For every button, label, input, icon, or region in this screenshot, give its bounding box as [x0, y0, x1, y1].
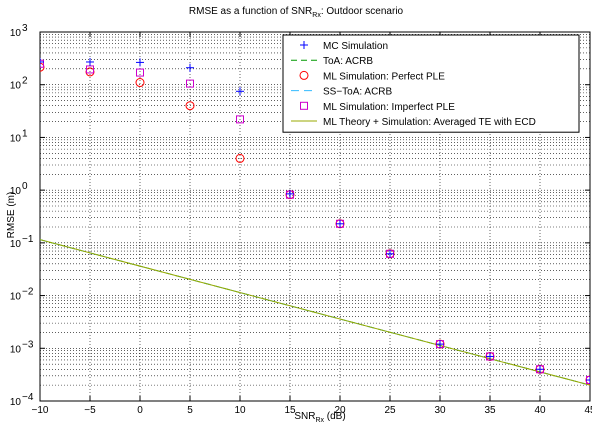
legend-label: MC Simulation [323, 41, 388, 52]
plus-marker [586, 376, 590, 385]
series-5 [40, 239, 590, 386]
y-tick-label: 10 [10, 81, 22, 92]
y-tick-exponent: −1 [22, 234, 34, 245]
y-tick-exponent: −3 [22, 339, 34, 350]
y-tick-exponent: −4 [22, 392, 34, 403]
legend-entry: ML Simulation: Perfect PLE [299, 70, 445, 82]
y-tick-label: 10 [10, 397, 22, 408]
legend-entry: ML Theory + Simulation: Averaged TE with… [291, 117, 536, 128]
legend-label: ML Simulation: Imperfect PLE [323, 102, 455, 113]
legend-entry: SS−ToA: ACRB [291, 87, 393, 98]
legend-label: ML Theory + Simulation: Averaged TE with… [323, 117, 536, 128]
y-tick-label: 10 [10, 239, 22, 250]
y-tick-exponent: 3 [22, 23, 28, 34]
legend-entry: ML Simulation: Imperfect PLE [300, 101, 455, 113]
plus-marker [40, 57, 44, 66]
x-tick-label: 5 [187, 405, 193, 416]
x-tick-label: 10 [234, 405, 246, 416]
circle-marker [235, 153, 245, 163]
y-tick-label: 10 [10, 344, 22, 355]
series-0 [40, 57, 590, 385]
x-tick-label: 45 [584, 405, 592, 416]
plus-marker [236, 87, 244, 96]
legend-label: ToA: ACRB [323, 56, 373, 67]
plus-marker [336, 219, 344, 228]
square-marker [40, 59, 44, 68]
axes-frame [39, 31, 591, 402]
x-tick-label: −5 [84, 405, 96, 416]
y-tick-label: 10 [10, 28, 22, 39]
y-tick-exponent: −2 [22, 287, 34, 298]
plus-marker [286, 189, 294, 198]
x-tick-label: −10 [32, 405, 49, 416]
plus-marker [486, 352, 494, 361]
x-axis: −10 −5 0 5 10 15 20 25 30 35 40 45 [32, 32, 592, 416]
x-tick-label: 0 [137, 405, 143, 416]
square-marker [186, 79, 194, 88]
circle-marker [135, 78, 145, 88]
series-layer [40, 57, 590, 386]
circle-marker [185, 101, 195, 111]
legend: MC Simulation ToA: ACRB ML Simulation: Per… [282, 34, 580, 133]
plus-marker [386, 249, 394, 258]
x-axis-title: SNRRx (dB) [294, 411, 345, 424]
square-marker [236, 115, 244, 124]
legend-entry: MC Simulation [300, 41, 388, 52]
y-tick-exponent: 0 [22, 181, 28, 192]
plus-marker [136, 58, 144, 67]
legend-entry: ToA: ACRB [291, 56, 373, 67]
plus-marker [300, 41, 308, 49]
y-tick-label: 10 [10, 186, 22, 197]
y-tick-exponent: 2 [22, 76, 28, 87]
legend-label: ML Simulation: Perfect PLE [323, 71, 445, 82]
y-tick-exponent: 1 [22, 128, 28, 139]
plus-marker [536, 365, 544, 374]
x-tick-label: 25 [384, 405, 396, 416]
plus-marker [86, 57, 94, 66]
x-tick-label: 30 [434, 405, 446, 416]
x-tick-label: 40 [534, 405, 546, 416]
x-tick-label: 35 [484, 405, 496, 416]
circle-marker [299, 70, 309, 80]
x-tick-label: 15 [284, 405, 296, 416]
legend-label: SS−ToA: ACRB [323, 87, 393, 98]
series-line [40, 239, 590, 386]
plus-marker [436, 340, 444, 349]
square-marker [136, 68, 144, 77]
y-tick-label: 10 [10, 133, 22, 144]
legend-box [282, 34, 580, 133]
plus-marker [186, 63, 194, 72]
y-tick-label: 10 [10, 292, 22, 303]
chart-title: RMSE as a function of SNRRx: Outdoor sce… [189, 6, 404, 19]
x-tick-label: 20 [334, 405, 346, 416]
y-axis-title: RMSE (m) [6, 192, 17, 239]
square-marker [300, 101, 308, 110]
plot-area: −10−505101520253035404510−410−310−210−11… [10, 23, 592, 416]
